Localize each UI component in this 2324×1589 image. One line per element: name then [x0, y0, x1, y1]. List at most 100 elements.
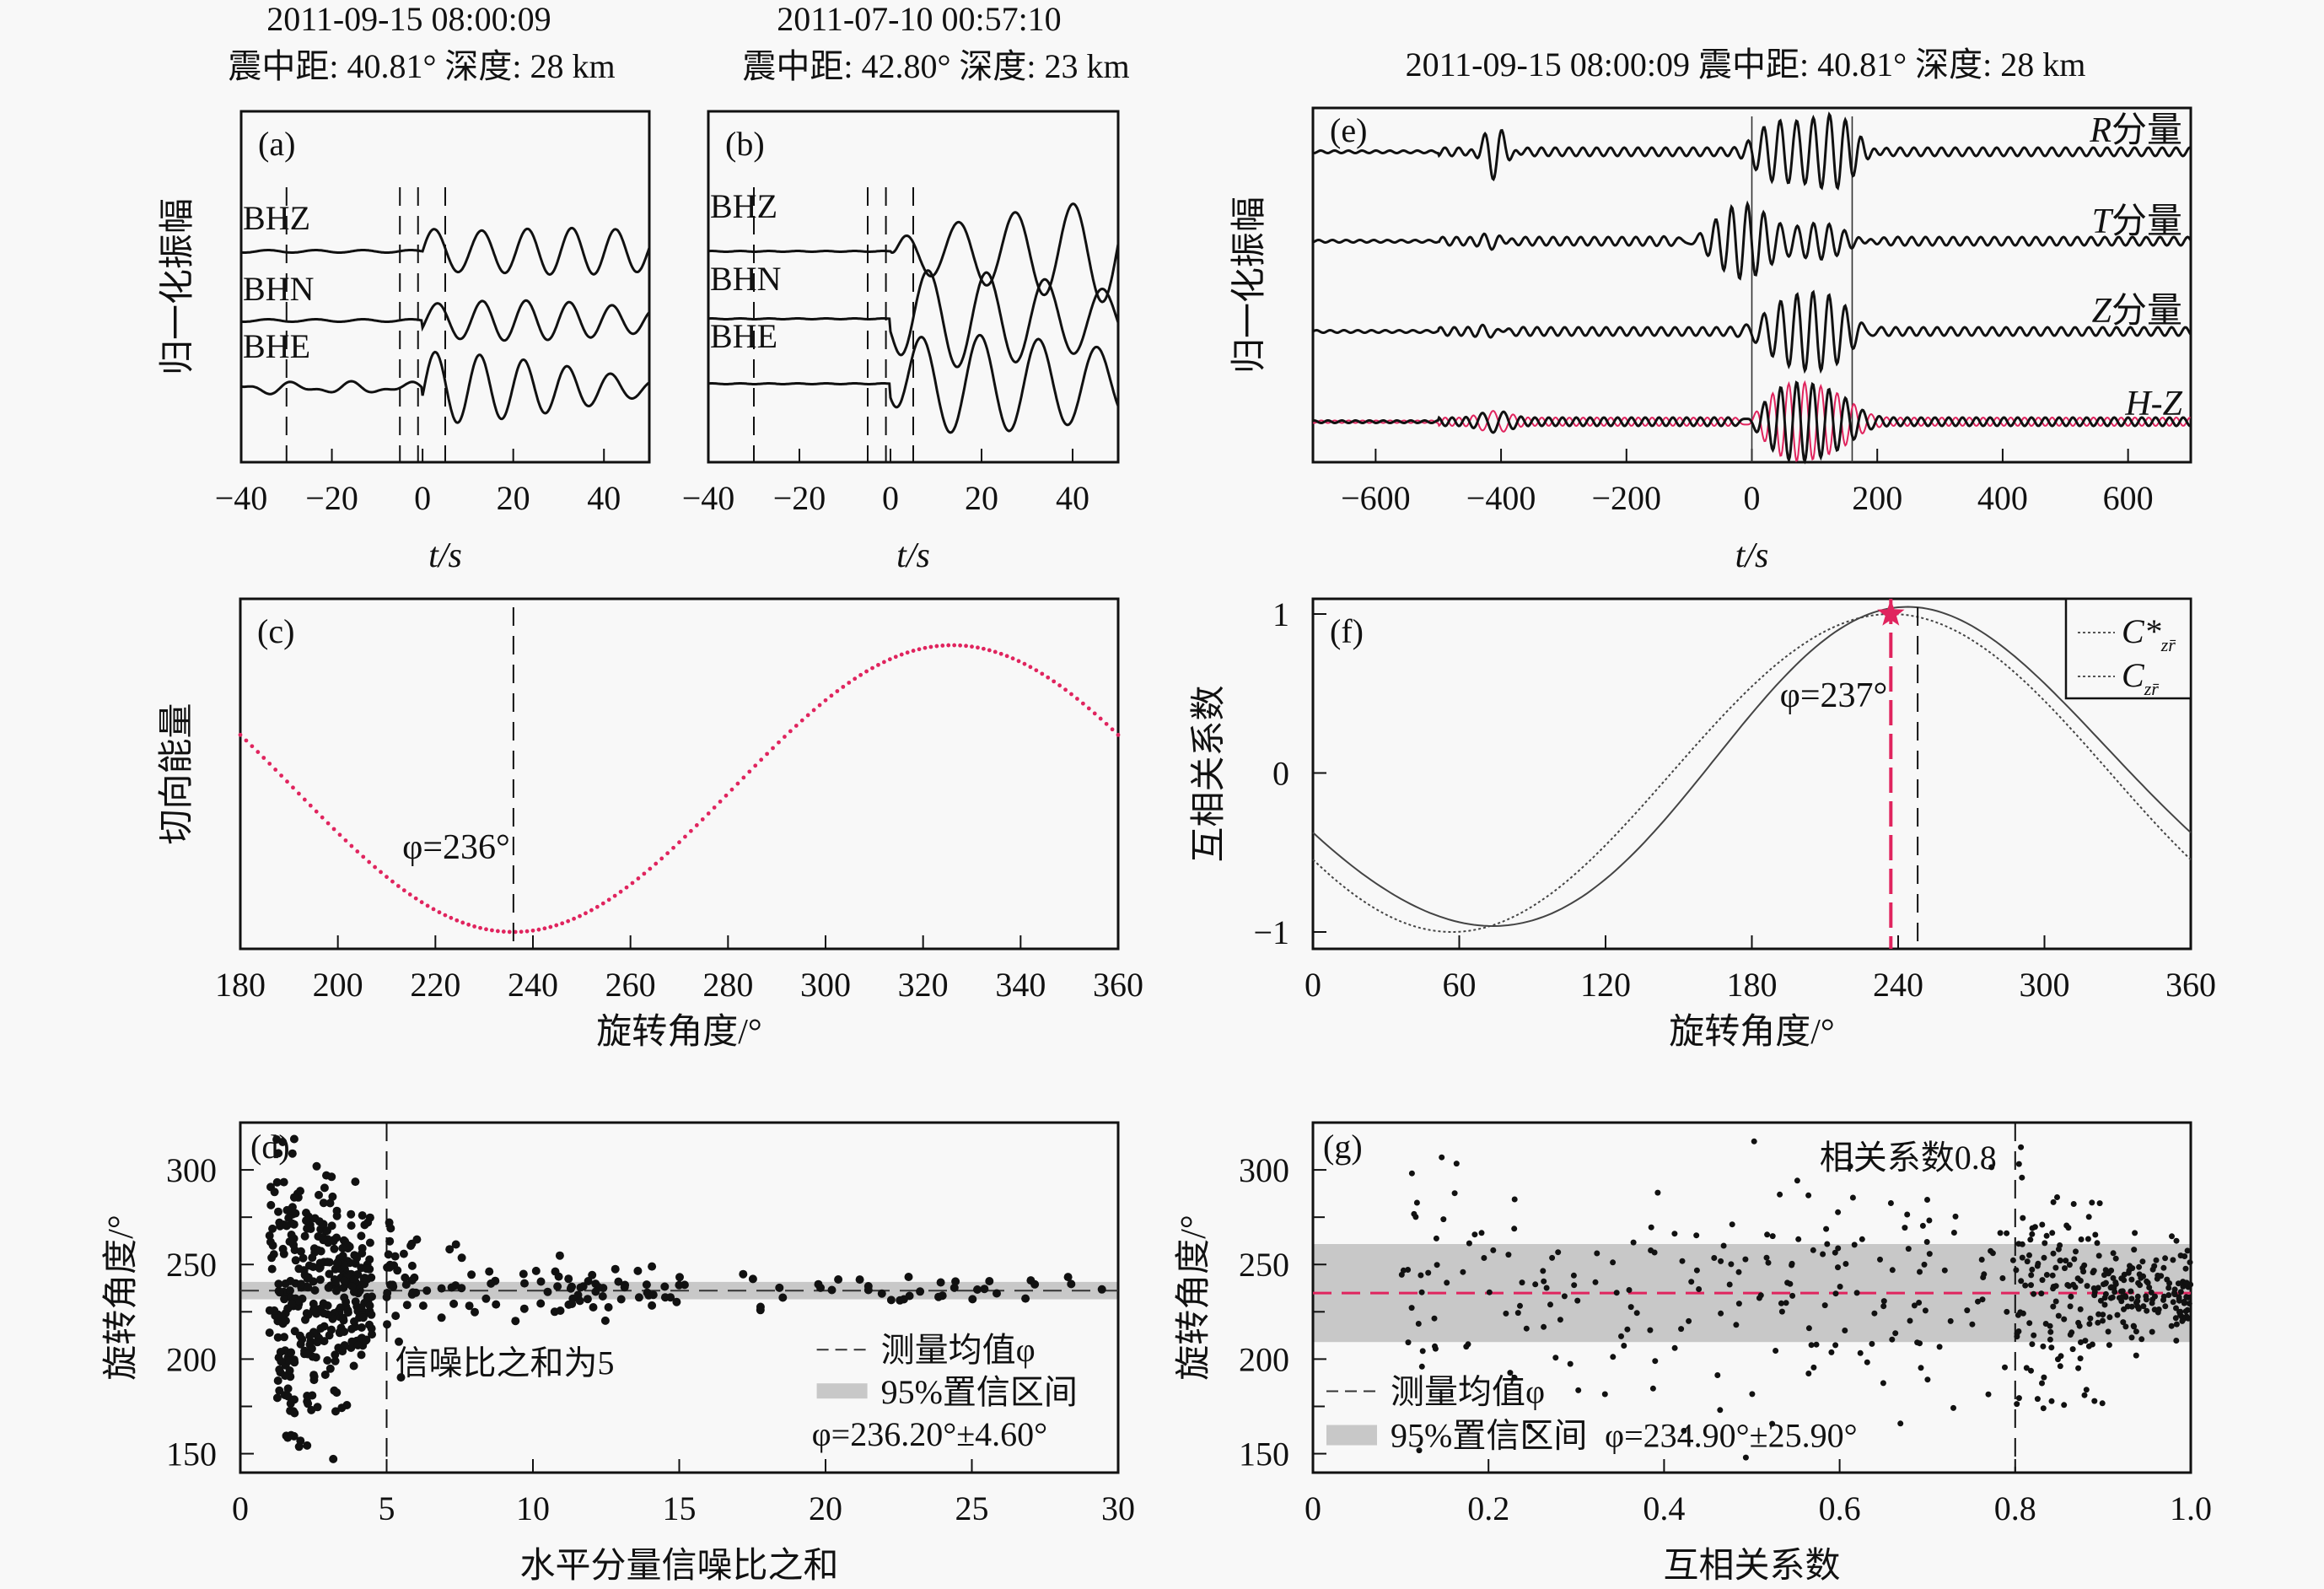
g-scatter-point [2078, 1339, 2084, 1345]
d-scatter-point [279, 1177, 288, 1187]
c-energy-point [390, 879, 395, 884]
d-scatter-point [265, 1231, 274, 1240]
g-scatter-point [2028, 1282, 2034, 1289]
g-scatter-point [1718, 1310, 1724, 1317]
d-scatter-point [555, 1251, 564, 1260]
c-energy-point [484, 927, 488, 932]
g-scatter-point [1517, 1302, 1523, 1309]
g-scatter-point [2027, 1236, 2034, 1243]
g-scatter-point [1592, 1279, 1599, 1285]
d-scatter-point [323, 1356, 332, 1365]
f-curve-1 [1312, 606, 2192, 928]
g-scatter-point [2063, 1258, 2069, 1264]
title-b-line2: 震中距: 42.80° 深度: 23 km [742, 47, 1129, 85]
g-scatter-point [1419, 1348, 1426, 1355]
c-energy-point [741, 775, 746, 780]
d-scatter-point [283, 1384, 293, 1393]
c-energy-point [964, 644, 968, 649]
g-threshold-label: 相关系数0.8 [1820, 1139, 1997, 1177]
c-energy-point [536, 927, 541, 932]
f-xtick-label: 240 [1873, 966, 1923, 1004]
g-scatter-point [2002, 1364, 2008, 1371]
g-scatter-point [1594, 1250, 1600, 1257]
g-scatter-point [1511, 1225, 1518, 1232]
d-scatter-point [422, 1286, 432, 1295]
d-scatter-point [543, 1287, 552, 1296]
d-scatter-point [863, 1282, 873, 1290]
g-scatter-point [1964, 1307, 1971, 1314]
g-scatter-point [1765, 1259, 1772, 1266]
g-scatter-point [2127, 1263, 2133, 1269]
d-scatter-point [353, 1341, 363, 1349]
g-scatter-point [2149, 1266, 2156, 1273]
d-scatter-point [556, 1306, 565, 1315]
g-scatter-point [2138, 1336, 2145, 1343]
d-scatter-point [303, 1349, 312, 1359]
d-scatter-point [281, 1279, 290, 1288]
g-scatter-point [2096, 1200, 2103, 1207]
d-scatter-point [294, 1264, 304, 1274]
g-scatter-point [1795, 1236, 1802, 1242]
b-xtick-label: −40 [682, 479, 735, 517]
c-energy-point [1098, 716, 1103, 721]
c-energy-point [799, 718, 804, 723]
g-scatter-point [1601, 1391, 1608, 1398]
d-xtick-label: 20 [809, 1489, 842, 1527]
d-scatter-point [270, 1188, 279, 1197]
a-xtick-label: −20 [305, 479, 358, 517]
c-energy-point [724, 793, 729, 798]
c-energy-point [584, 911, 588, 916]
g-scatter-point [2041, 1374, 2047, 1381]
c-energy-point [665, 851, 670, 856]
g-scatter-point [1465, 1341, 1471, 1348]
d-scatter-point [296, 1339, 305, 1349]
g-scatter-point [2102, 1280, 2109, 1287]
f-ytick-label: −1 [1253, 913, 1289, 951]
c-energy-point [636, 876, 641, 881]
c-energy-point [600, 901, 605, 906]
c-energy-point [325, 821, 331, 826]
g-scatter-point [1460, 1269, 1466, 1275]
d-scatter-point [331, 1278, 340, 1286]
d-scatter-point [1021, 1294, 1030, 1303]
b-xtick-label: 20 [965, 479, 998, 517]
d-scatter-point [310, 1285, 320, 1295]
d-scatter-point [648, 1262, 657, 1271]
g-scatter-point [2057, 1363, 2063, 1370]
c-energy-point [530, 928, 535, 933]
g-scatter-point [1693, 1232, 1700, 1239]
c-xtick-label: 200 [313, 966, 363, 1004]
d-scatter-point [276, 1348, 285, 1356]
g-scatter-point [2146, 1285, 2153, 1290]
g-scatter-point [1610, 1259, 1617, 1266]
g-scatter-point [2177, 1289, 2184, 1295]
g-scatter-point [1735, 1301, 1742, 1307]
c-energy-point [1104, 721, 1109, 726]
d-scatter-point [390, 1252, 400, 1261]
d-scatter-point [384, 1250, 393, 1259]
d-scatter-point [358, 1211, 367, 1220]
g-scatter-point [1787, 1280, 1794, 1287]
g-scatter-point [1432, 1345, 1439, 1352]
g-scatter-point [1649, 1385, 1656, 1392]
d-scatter-point [329, 1454, 338, 1463]
g-scatter-point [1777, 1191, 1783, 1198]
c-energy-point [367, 859, 372, 865]
c-energy-point [1028, 665, 1033, 670]
c-annotation: φ=236° [402, 828, 510, 867]
d-scatter-point [288, 1149, 297, 1158]
g-scatter-point [1810, 1364, 1817, 1371]
g-scatter-point [2099, 1400, 2106, 1407]
d-scatter-point [553, 1282, 562, 1291]
g-xtick-label: 0.4 [1643, 1489, 1685, 1527]
a-panel-label: (a) [258, 125, 295, 163]
g-scatter-point [1997, 1230, 2004, 1236]
g-scatter-point [2092, 1231, 2099, 1238]
g-scatter-point [2019, 1241, 2025, 1247]
d-scatter-point [331, 1350, 340, 1360]
g-scatter-point [2028, 1367, 2034, 1374]
g-scatter-point [1549, 1254, 1556, 1261]
c-energy-point [876, 662, 880, 667]
g-ytick-label: 200 [1239, 1340, 1289, 1378]
g-scatter-point [2054, 1194, 2060, 1200]
